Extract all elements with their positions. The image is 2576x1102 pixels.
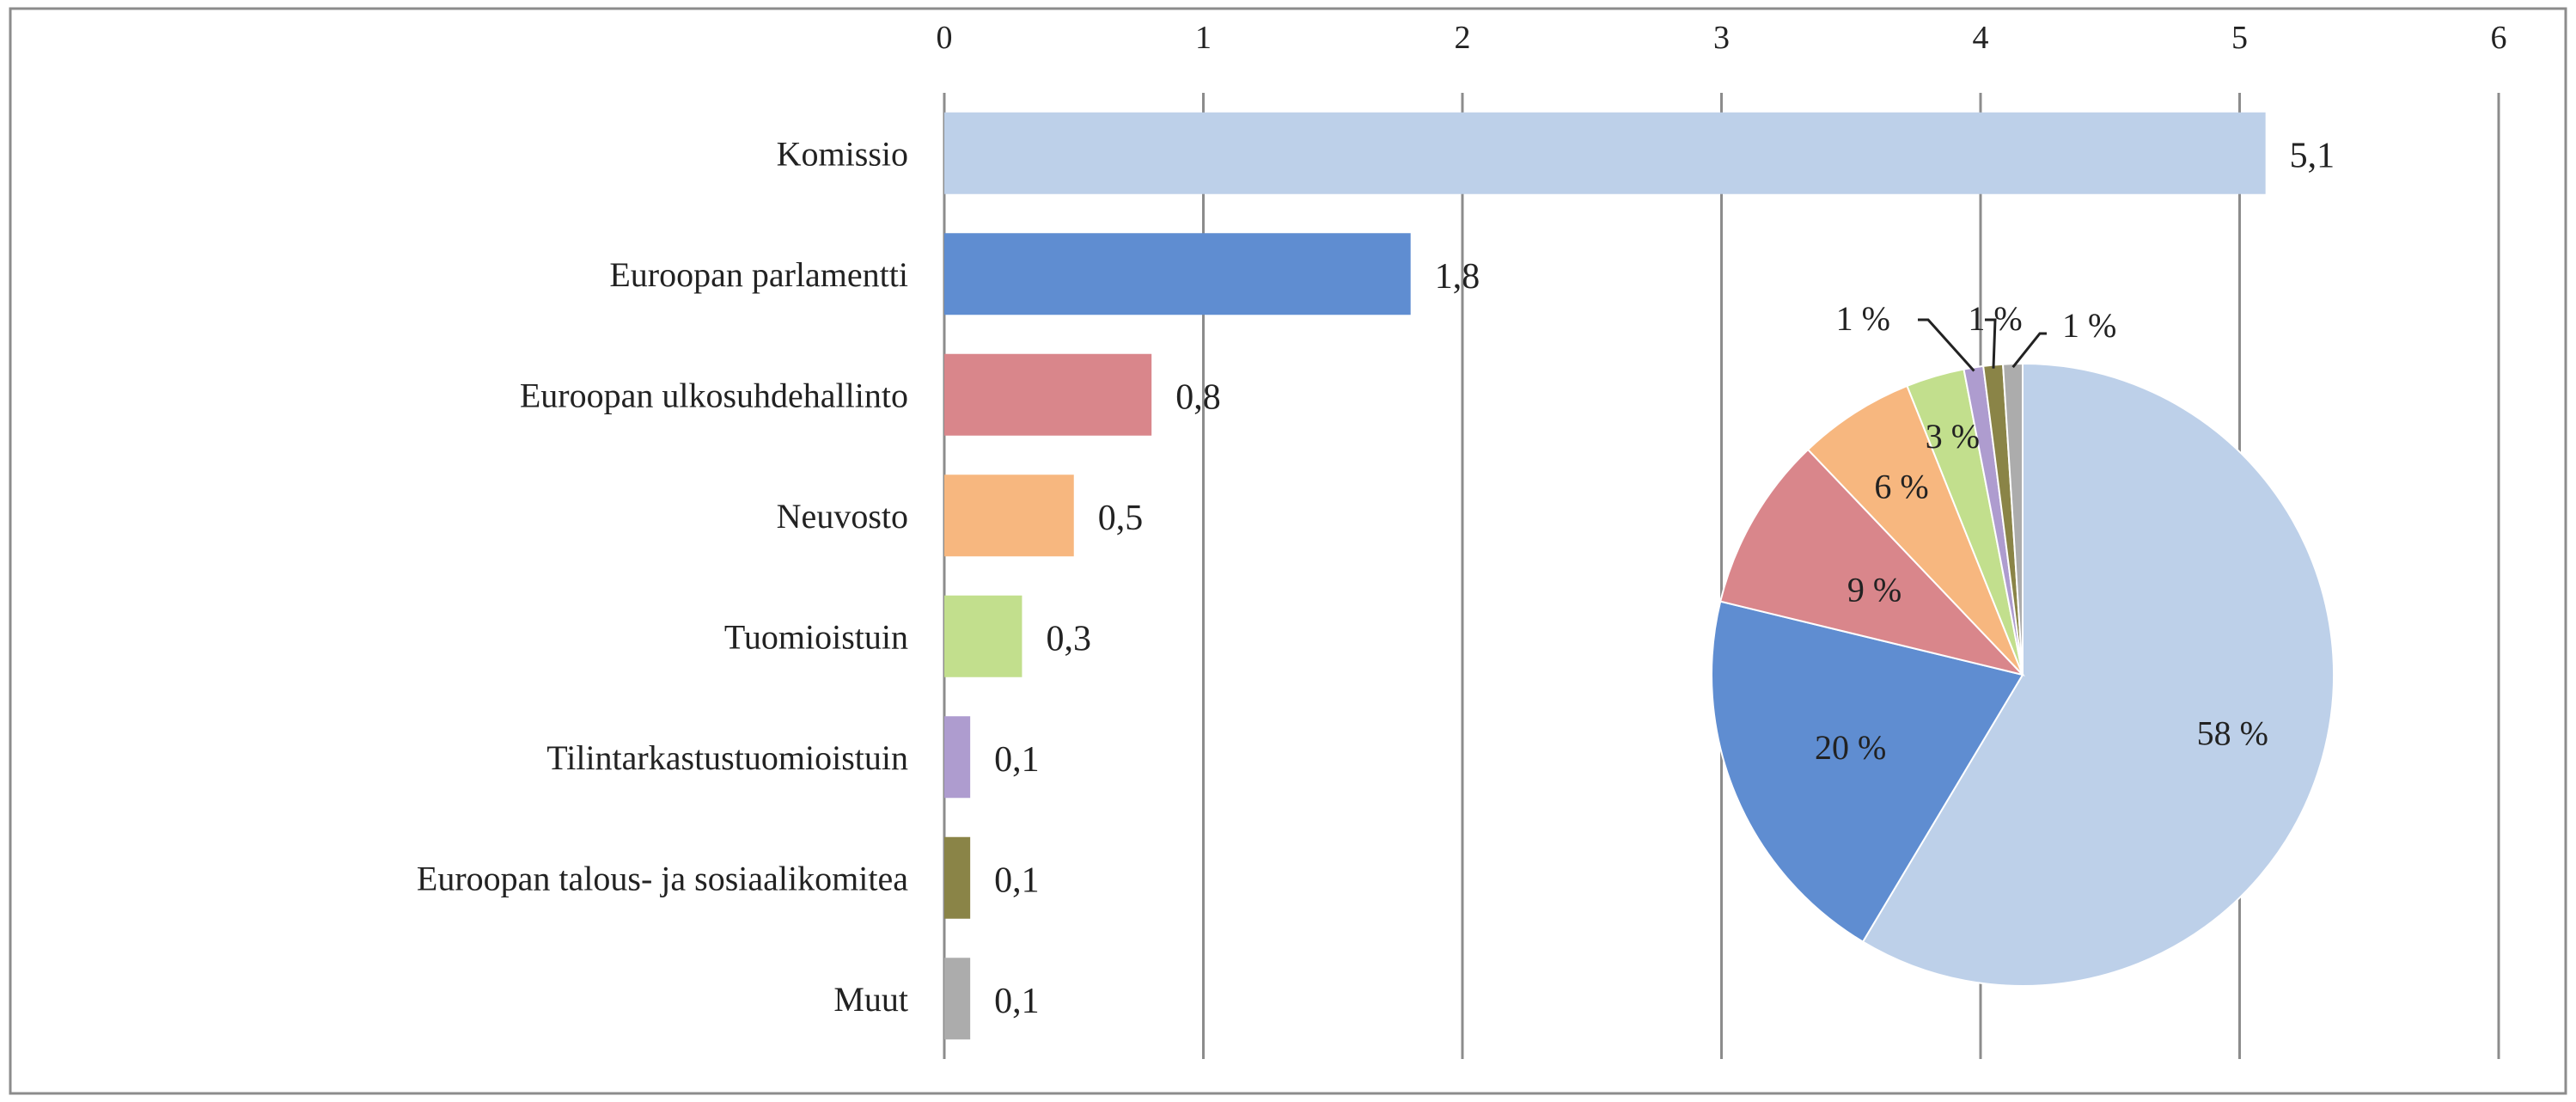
pie-value-label: 6 % (1874, 468, 1928, 506)
bar (944, 958, 971, 1040)
bar (944, 233, 1411, 315)
x-tick-label: 0 (937, 20, 953, 56)
bar-value-label: 5,1 (2290, 136, 2335, 175)
bar-value-label: 1,8 (1435, 257, 1480, 297)
bar (944, 716, 971, 799)
pie-value-label: 1 % (1836, 299, 1890, 338)
pie-labels: 58 % 20 % 9 % 6 % 3 % 1 % 1 % 1 % (1815, 299, 2268, 767)
bar (944, 836, 971, 919)
bar-value-label: 0,3 (1046, 619, 1091, 658)
pie-value-label: 20 % (1815, 728, 1886, 767)
x-tick-label: 5 (2231, 20, 2248, 56)
pie-slice (2001, 362, 2024, 676)
category-label: Muut (833, 980, 908, 1019)
bar-value-label: 0,5 (1098, 499, 1144, 538)
x-tick-label: 3 (1713, 20, 1730, 56)
pie-slice (1861, 362, 2335, 987)
category-label: Euroopan ulkosuhdehallinto (520, 376, 908, 414)
pie-leader-line (1918, 318, 1975, 372)
bar-value-label: 0,1 (994, 982, 1040, 1021)
pie-value-label: 1 % (2062, 306, 2116, 345)
x-tick-label: 4 (1973, 20, 1989, 56)
x-tick-label: 2 (1455, 20, 1471, 56)
x-tick-label: 1 (1195, 20, 1212, 56)
bar (944, 112, 2266, 194)
pie-value-label: 3 % (1926, 417, 1980, 456)
bar-value-label: 0,1 (994, 740, 1040, 780)
pie-slice (1718, 448, 2026, 677)
pie-value-label: 1 % (1968, 299, 2022, 338)
category-labels: Komissio Euroopan parlamentti Euroopan ulk… (417, 134, 908, 1019)
pie-chart (1711, 362, 2335, 987)
bar-value-label: 0,1 (994, 860, 1040, 900)
pie-leader-line (1985, 318, 1997, 369)
category-label: Tilintarkastustuomioistuin (546, 738, 908, 777)
category-label: Euroopan parlamentti (609, 255, 908, 294)
bar-value-labels: 5,1 1,8 0,8 0,5 0,3 0,1 0,1 0,1 (994, 136, 2335, 1021)
x-axis-ticks: 0 1 2 3 4 5 6 (937, 20, 2507, 56)
bar (944, 595, 1022, 677)
category-label: Neuvosto (777, 497, 908, 536)
pie-slice (1806, 384, 2024, 676)
bar-series (944, 112, 2266, 1040)
category-label: Euroopan talous- ja sosiaalikomitea (417, 859, 908, 897)
category-label: Komissio (777, 134, 908, 173)
bar (944, 474, 1074, 557)
pie-value-label: 9 % (1847, 570, 1901, 609)
pie-slice (1711, 600, 2024, 943)
category-label: Tuomioistuin (724, 617, 908, 656)
pie-value-label: 58 % (2197, 714, 2268, 753)
bar (944, 353, 1152, 436)
pie-leader-line (2011, 332, 2047, 369)
x-tick-label: 6 (2491, 20, 2507, 56)
bar-value-label: 0,8 (1175, 377, 1221, 417)
